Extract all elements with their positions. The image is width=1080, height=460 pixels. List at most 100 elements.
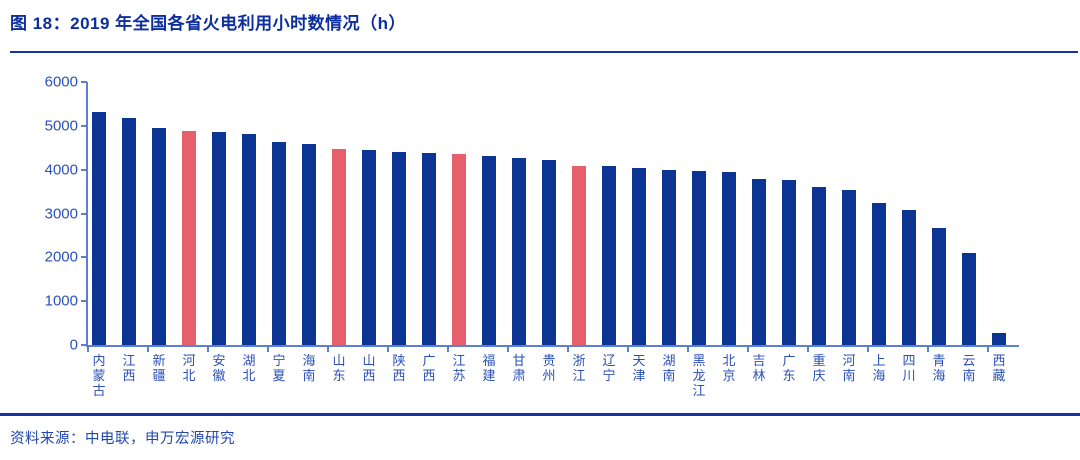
bar	[572, 165, 586, 345]
x-axis-label: 新 疆	[152, 353, 166, 383]
bar	[632, 167, 646, 345]
y-axis-label: 0	[69, 336, 78, 354]
bar	[722, 172, 736, 345]
x-tick-mark	[447, 347, 449, 352]
bar	[152, 127, 166, 345]
x-axis-label: 上 海	[872, 353, 886, 383]
bar	[812, 186, 826, 345]
bar	[422, 153, 436, 345]
x-tick-mark	[627, 347, 629, 352]
bar	[452, 153, 466, 345]
x-axis-label: 江 西	[122, 353, 136, 383]
bar	[122, 117, 136, 345]
x-axis-label: 陕 西	[392, 353, 406, 383]
bar	[182, 131, 196, 345]
x-tick-mark	[327, 347, 329, 352]
x-axis-label: 山 西	[362, 353, 376, 383]
bar	[332, 148, 346, 345]
bar	[542, 159, 556, 345]
x-axis-label: 浙 江	[572, 353, 586, 383]
x-axis-label: 福 建	[482, 353, 496, 383]
x-tick-mark	[687, 347, 689, 352]
y-axis-label: 6000	[44, 73, 78, 91]
x-axis-label: 广 西	[422, 353, 436, 383]
x-axis-label: 山 东	[332, 353, 346, 383]
bar	[482, 155, 496, 345]
y-tick-mark	[81, 256, 87, 259]
y-tick-mark	[81, 168, 87, 171]
x-axis-label: 辽 宁	[602, 353, 616, 383]
y-axis-label: 4000	[44, 161, 78, 179]
bar	[782, 179, 796, 345]
x-axis-label: 重 庆	[812, 353, 826, 383]
y-axis-label: 1000	[44, 292, 78, 310]
x-axis-label: 海 南	[302, 353, 316, 383]
y-tick-mark	[81, 81, 87, 83]
x-axis-label: 吉 林	[752, 353, 766, 383]
y-tick-mark	[81, 300, 87, 303]
x-axis-label: 甘 肃	[512, 353, 526, 383]
source-note: 资料来源：中电联，申万宏源研究	[10, 431, 235, 447]
x-axis-label: 四 川	[902, 353, 916, 383]
x-axis-label: 安 徽	[212, 353, 226, 383]
y-tick-mark	[81, 124, 87, 127]
bar	[392, 152, 406, 345]
x-axis-label: 内 蒙 古	[92, 353, 106, 398]
x-axis-label: 贵 州	[542, 353, 556, 383]
bar	[992, 332, 1006, 345]
x-tick-mark	[147, 347, 149, 352]
y-axis-label: 3000	[44, 205, 78, 222]
y-tick-mark	[81, 344, 87, 346]
bar	[92, 112, 106, 345]
x-tick-mark	[747, 347, 749, 352]
x-axis-label: 河 北	[182, 353, 196, 383]
x-axis-label: 广 东	[782, 353, 796, 383]
bar	[272, 141, 286, 345]
bar	[902, 209, 916, 345]
x-axis-label: 西 藏	[992, 353, 1006, 383]
bar	[242, 133, 256, 345]
x-tick-mark	[87, 347, 89, 352]
x-axis-label: 湖 南	[662, 353, 676, 383]
bar	[872, 202, 886, 345]
figure-title: 图 18：2019 年全国各省火电利用小时数情况（h）	[10, 14, 407, 33]
bar	[602, 166, 616, 345]
bar	[512, 157, 526, 345]
x-tick-mark	[867, 347, 869, 352]
bar	[932, 228, 946, 345]
bar	[362, 149, 376, 345]
y-axis-label: 5000	[44, 117, 78, 135]
x-tick-mark	[387, 347, 389, 352]
x-tick-mark	[807, 347, 809, 352]
x-axis-label: 云 南	[962, 353, 976, 383]
bar	[662, 170, 676, 345]
x-axis-label: 天 津	[632, 353, 646, 383]
bar	[752, 178, 766, 345]
bar	[302, 143, 316, 345]
x-axis-label: 北 京	[722, 353, 736, 383]
x-tick-mark	[507, 347, 509, 352]
x-axis-line	[86, 345, 1019, 347]
x-tick-mark	[267, 347, 269, 352]
x-tick-mark	[927, 347, 929, 352]
x-axis-label: 湖 北	[242, 353, 256, 383]
x-axis-label: 青 海	[932, 353, 946, 383]
x-tick-mark	[987, 347, 989, 352]
x-axis-label: 江 苏	[452, 353, 466, 383]
x-axis-label: 黑 龙 江	[692, 353, 706, 398]
y-axis-line	[86, 82, 88, 346]
x-tick-mark	[207, 347, 209, 352]
x-axis-label: 河 南	[842, 353, 856, 383]
x-axis-label: 宁 夏	[272, 353, 286, 383]
title-divider	[10, 51, 1078, 53]
bar	[212, 131, 226, 345]
x-tick-mark	[567, 347, 569, 352]
bar	[842, 189, 856, 345]
plot-area	[87, 82, 1019, 345]
y-tick-mark	[81, 212, 87, 215]
footer-divider	[0, 413, 1080, 416]
bar	[962, 252, 976, 345]
y-axis-label: 2000	[44, 248, 78, 266]
bar	[692, 171, 706, 345]
